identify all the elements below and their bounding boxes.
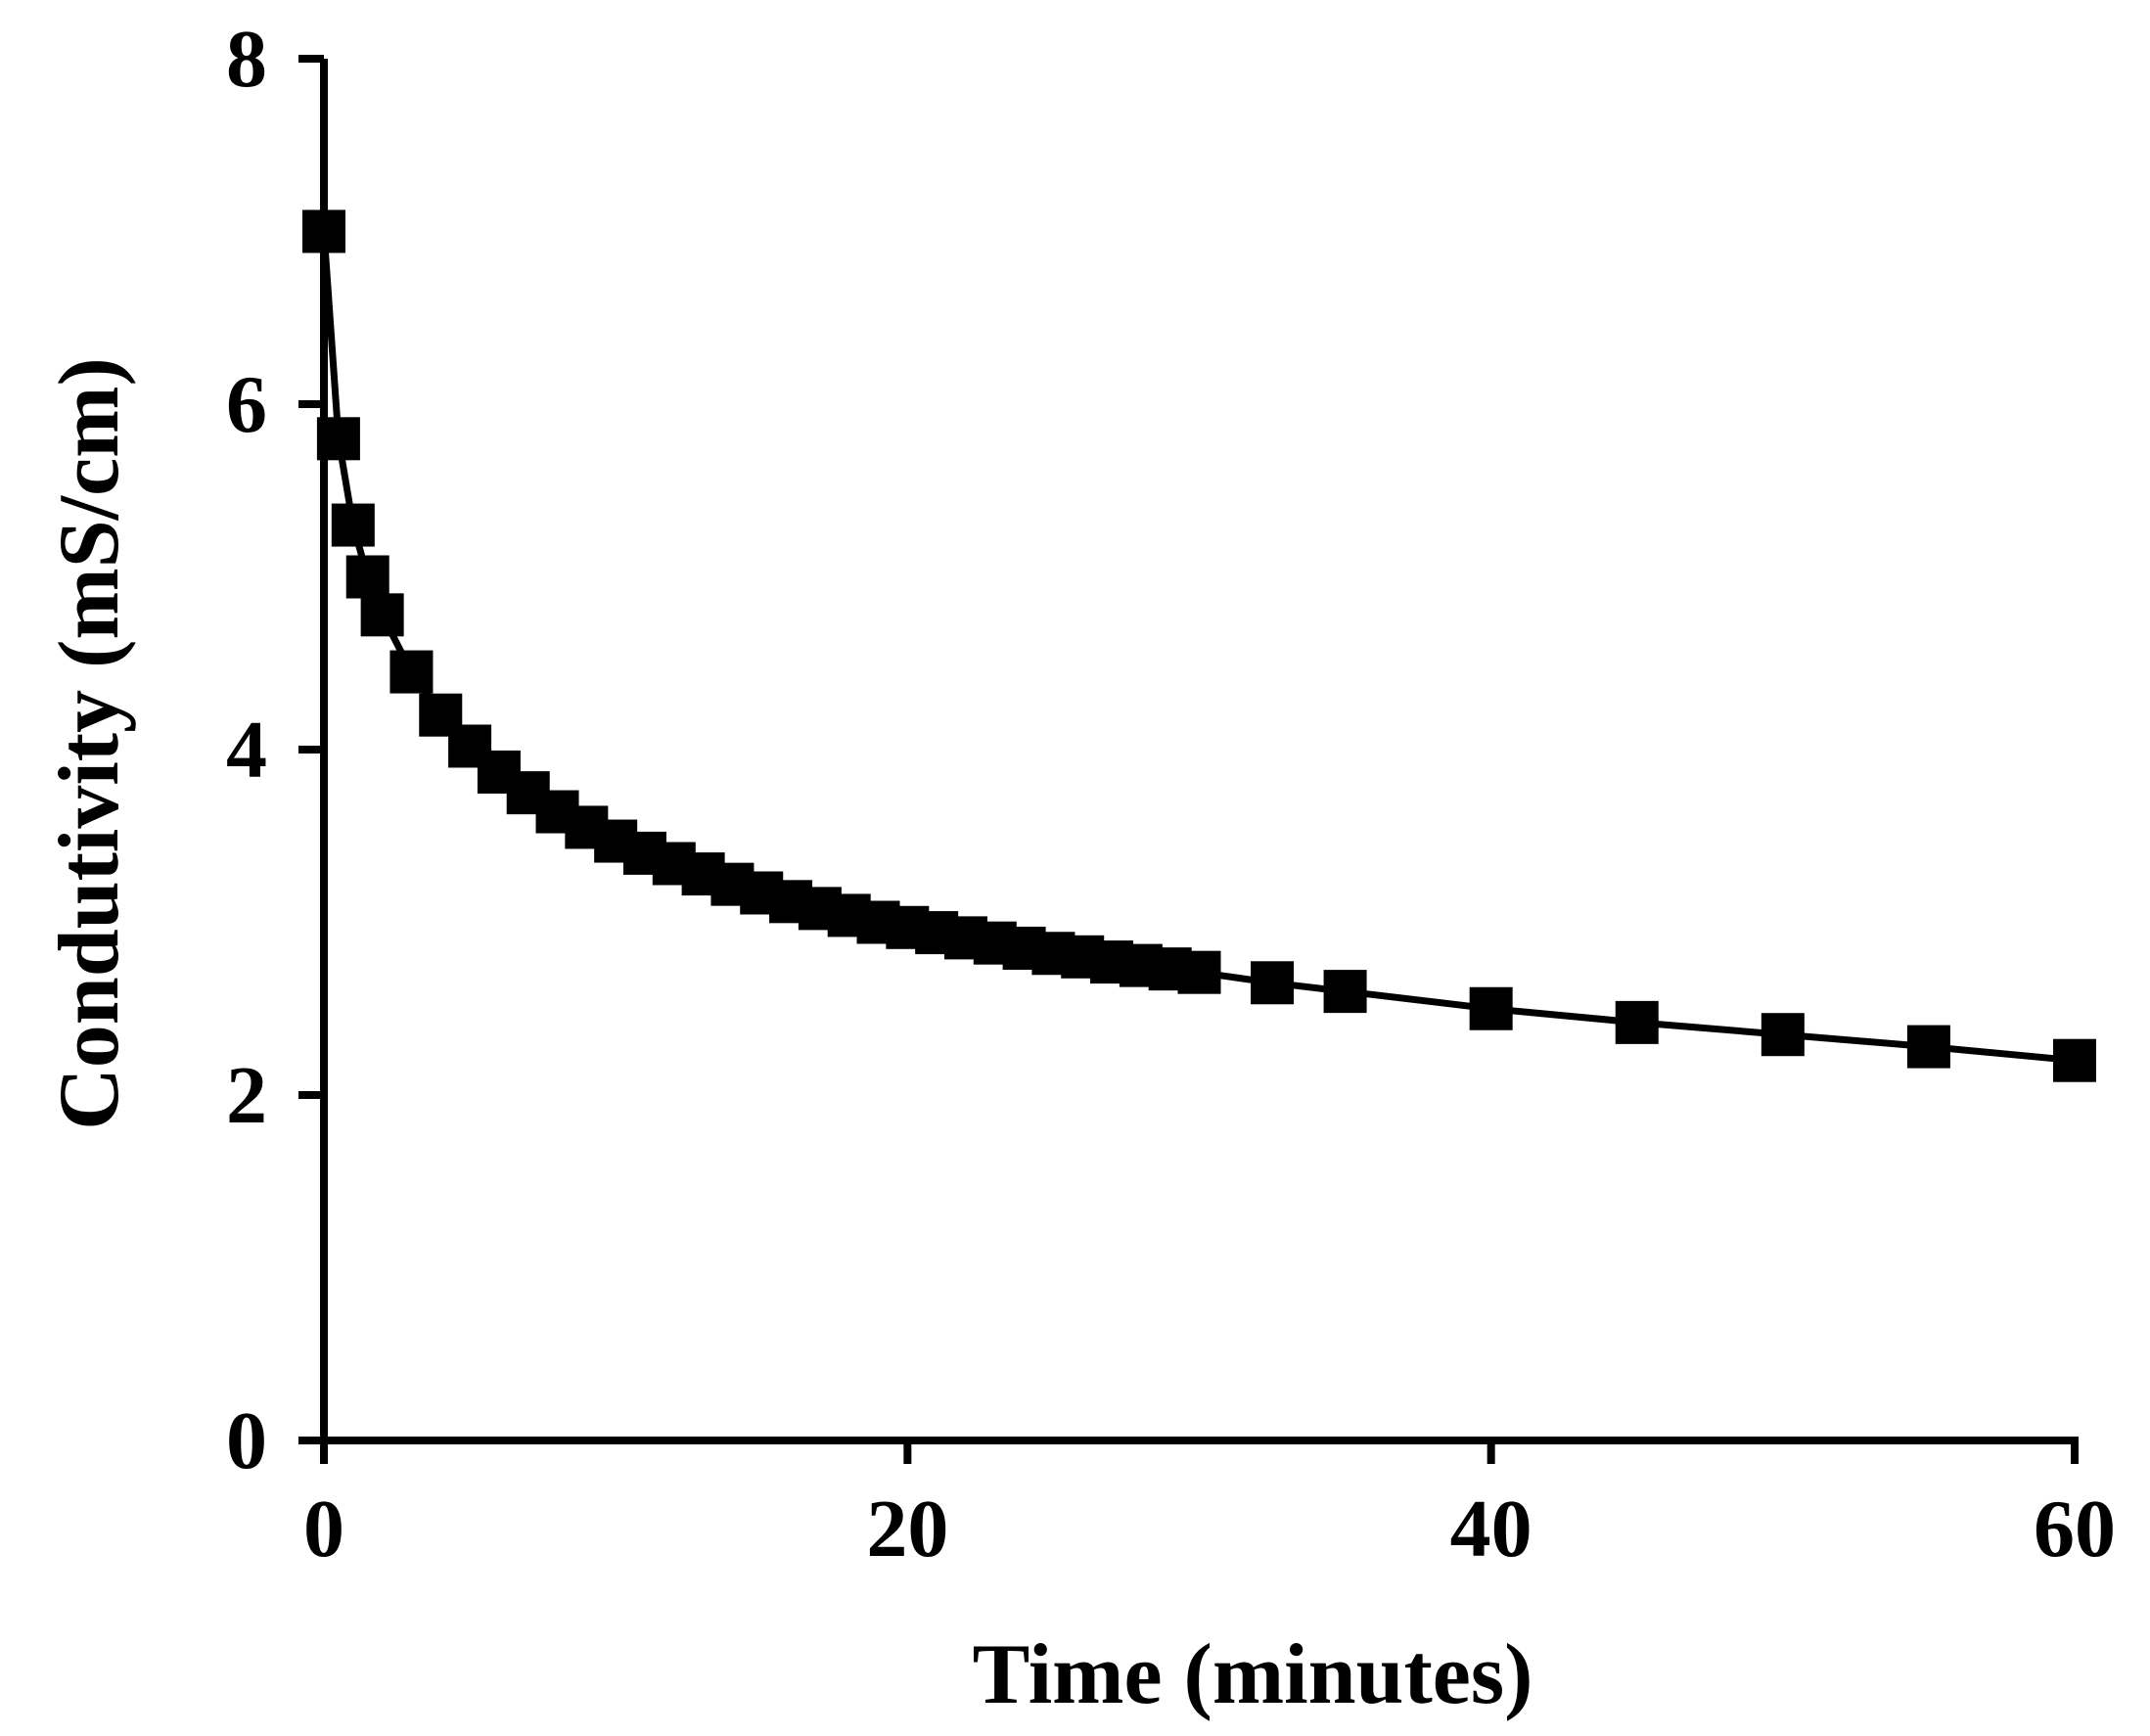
data-point-marker xyxy=(345,555,389,599)
x-tick-label: 40 xyxy=(1450,1484,1532,1575)
data-point-marker xyxy=(1906,1025,1950,1069)
x-tick-label: 20 xyxy=(866,1484,948,1575)
data-point-marker xyxy=(316,417,360,461)
series-group xyxy=(302,209,2096,1082)
data-point-marker xyxy=(331,503,375,547)
data-point-marker xyxy=(389,650,434,694)
y-tick-label: 0 xyxy=(226,1395,267,1486)
data-point-marker xyxy=(1615,1000,1659,1044)
data-point-marker xyxy=(1761,1013,1805,1057)
y-tick-label: 8 xyxy=(226,14,267,105)
y-tick-label: 6 xyxy=(226,359,267,450)
data-point-marker xyxy=(1251,961,1295,1005)
series-line xyxy=(320,231,2076,1065)
data-point-marker xyxy=(1177,950,1221,994)
y-tick-label: 2 xyxy=(226,1050,267,1141)
y-tick-label: 4 xyxy=(226,705,267,796)
data-point-marker xyxy=(1469,986,1513,1030)
axes xyxy=(298,59,2079,1444)
y-axis-ticks: 0 2 4 6 8 xyxy=(226,14,324,1486)
data-point-marker xyxy=(302,209,345,253)
x-tick-label: 60 xyxy=(2034,1484,2116,1575)
x-tick-label: 0 xyxy=(303,1484,344,1575)
x-axis-ticks: 0 20 40 60 xyxy=(303,1440,2116,1575)
y-axis-label: Condutivity (mS/cm) xyxy=(42,357,137,1130)
data-point-marker xyxy=(360,593,404,637)
data-point-marker xyxy=(1323,970,1367,1014)
data-point-marker xyxy=(2053,1038,2096,1082)
x-axis-label: Time (minutes) xyxy=(973,1627,1533,1722)
